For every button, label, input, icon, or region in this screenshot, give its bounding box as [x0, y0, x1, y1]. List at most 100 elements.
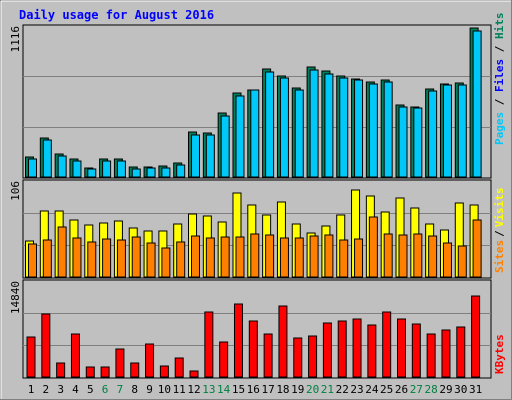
chart-title: Daily usage for August 2016 — [19, 8, 214, 22]
bar-sites-day-26 — [398, 234, 408, 278]
bar-sites-day-8 — [131, 236, 141, 278]
bar-kbytes-day-9 — [145, 343, 155, 378]
bar-files-day-2 — [42, 139, 52, 178]
bar-kbytes-day-29 — [441, 329, 451, 378]
bar-sites-day-30 — [457, 245, 467, 278]
bar-files-day-22 — [339, 77, 349, 178]
x-tick-label: 3 — [57, 383, 64, 396]
x-tick-label: 6 — [102, 383, 109, 396]
x-tick-label: 27 — [410, 383, 423, 396]
x-tick-label: 19 — [291, 383, 304, 396]
bar-files-day-12 — [191, 134, 201, 178]
bar-kbytes-day-3 — [56, 362, 66, 378]
bar-kbytes-day-14 — [219, 341, 229, 378]
bar-kbytes-day-25 — [382, 311, 392, 378]
x-tick-label: 15 — [232, 383, 245, 396]
hits-ymax-label: 1116 — [9, 26, 22, 53]
x-tick-label: 8 — [131, 383, 138, 396]
bar-sites-day-29 — [442, 242, 452, 278]
legend-sep: / — [493, 230, 506, 237]
legend-kbytes: KBytes — [493, 334, 506, 374]
legend-files: Files — [493, 59, 506, 92]
bar-sites-day-25 — [383, 233, 393, 278]
bar-sites-day-16 — [250, 233, 260, 278]
bar-kbytes-day-11 — [174, 357, 184, 378]
bar-files-day-14 — [220, 115, 230, 178]
bar-files-day-1 — [28, 158, 37, 178]
bar-sites-day-21 — [324, 234, 334, 278]
bar-files-day-19 — [294, 89, 304, 178]
bar-sites-day-15 — [235, 236, 245, 278]
bar-kbytes-day-6 — [100, 366, 110, 378]
bar-sites-day-18 — [279, 237, 289, 278]
x-tick-label: 1 — [28, 383, 35, 396]
hits-legend: Pages / Files / Hits — [493, 13, 506, 146]
bar-sites-day-24 — [368, 216, 378, 278]
bar-files-day-8 — [131, 168, 141, 178]
bar-files-day-5 — [87, 168, 97, 178]
bar-files-day-4 — [72, 160, 82, 178]
bar-kbytes-day-7 — [115, 348, 125, 378]
visits-ymax-label: 106 — [9, 181, 22, 201]
x-tick-label: 25 — [380, 383, 393, 396]
bar-kbytes-day-28 — [426, 333, 436, 378]
bar-kbytes-day-16 — [248, 320, 258, 378]
bar-sites-day-20 — [309, 235, 319, 278]
bar-kbytes-day-22 — [337, 320, 347, 378]
bar-kbytes-day-26 — [397, 318, 406, 378]
x-tick-label: 21 — [321, 383, 334, 396]
bar-kbytes-day-23 — [352, 318, 362, 378]
legend-sites: Sites — [493, 240, 506, 273]
legend-visits: Visits — [493, 188, 506, 228]
x-tick-label: 9 — [146, 383, 153, 396]
bar-sites-day-27 — [413, 233, 423, 278]
bar-sites-day-10 — [161, 247, 171, 278]
x-tick-label: 14 — [217, 383, 231, 396]
x-tick-label: 28 — [425, 383, 438, 396]
bar-files-day-7 — [116, 160, 126, 178]
bar-sites-day-11 — [176, 241, 186, 278]
bar-files-day-29 — [442, 84, 452, 178]
bar-sites-day-31 — [472, 219, 482, 278]
bar-kbytes-day-5 — [85, 366, 95, 378]
bar-files-day-3 — [57, 155, 67, 178]
x-tick-label: 30 — [454, 383, 467, 396]
bar-sites-day-2 — [42, 239, 52, 278]
bar-kbytes-day-18 — [278, 305, 288, 378]
bar-kbytes-day-31 — [471, 295, 481, 378]
x-tick-label: 7 — [117, 383, 124, 396]
bar-files-day-6 — [102, 160, 112, 178]
bar-kbytes-day-19 — [293, 337, 303, 378]
bar-files-day-17 — [265, 71, 275, 178]
bar-files-day-28 — [428, 90, 438, 178]
x-tick-label: 16 — [247, 383, 260, 396]
bar-files-day-10 — [161, 167, 171, 178]
bar-sites-day-9 — [146, 242, 156, 278]
bar-files-day-30 — [457, 84, 467, 178]
x-tick-label: 18 — [276, 383, 289, 396]
x-tick-label: 31 — [469, 383, 482, 396]
bar-files-day-13 — [205, 134, 215, 178]
x-tick-label: 20 — [306, 383, 319, 396]
x-tick-label: 22 — [336, 383, 349, 396]
bar-files-day-21 — [324, 73, 334, 178]
bar-sites-day-12 — [191, 235, 201, 278]
bar-files-day-24 — [368, 83, 378, 178]
bar-sites-day-23 — [354, 238, 364, 278]
bar-sites-day-7 — [116, 239, 126, 278]
bar-sites-day-1 — [28, 243, 37, 278]
x-tick-label: 12 — [187, 383, 200, 396]
legend-hits: Hits — [493, 13, 506, 40]
kbytes-ymax-label: 14840 — [9, 281, 22, 314]
x-tick-label: 26 — [395, 383, 408, 396]
visits-legend: Sites / Visits — [493, 188, 506, 274]
bar-kbytes-day-27 — [411, 323, 421, 378]
bar-kbytes-day-10 — [159, 365, 169, 378]
bar-files-day-15 — [235, 95, 245, 178]
bar-files-day-27 — [413, 107, 423, 178]
x-tick-label: 4 — [72, 383, 79, 396]
x-tick-label: 24 — [365, 383, 379, 396]
bar-files-day-25 — [383, 81, 393, 178]
bar-sites-day-5 — [87, 241, 97, 278]
